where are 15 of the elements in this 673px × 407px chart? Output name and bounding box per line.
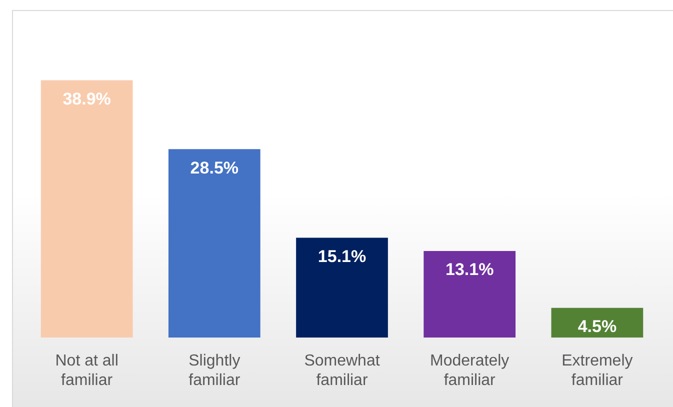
bar [424, 250, 516, 338]
data-label: 13.1% [446, 260, 494, 280]
data-label: 38.9% [62, 89, 111, 108]
x-tick-label: Moderately familiar [430, 352, 510, 389]
x-tick-label: Slightly familiar [188, 352, 241, 389]
x-tick-label: Somewhat familiar [304, 352, 380, 389]
bar [40, 80, 133, 338]
x-tick-label: Extremely familiar [562, 352, 633, 389]
data-label: 15.1% [318, 246, 366, 266]
bar [168, 149, 260, 338]
bar [296, 238, 388, 338]
x-tick-label: Not at all familiar [55, 352, 118, 389]
data-label: 28.5% [190, 158, 238, 178]
bar [551, 308, 644, 338]
data-label: 4.5% [578, 317, 617, 336]
